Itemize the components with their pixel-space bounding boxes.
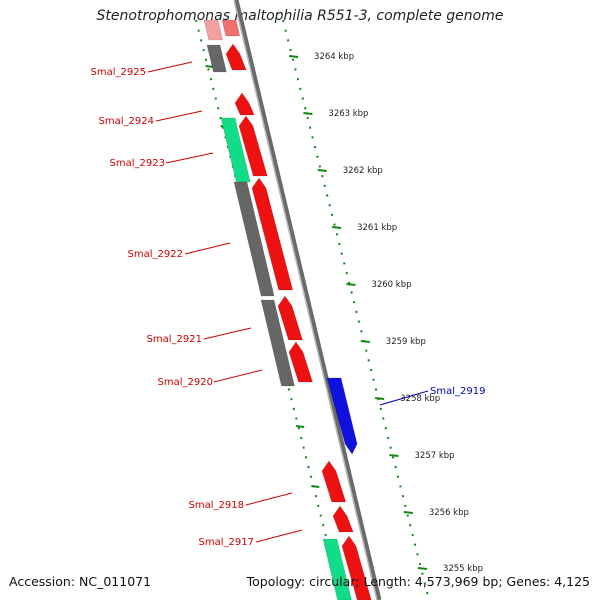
ruler-tick <box>346 283 356 286</box>
accession-label: Accession: NC_011071 <box>9 574 152 589</box>
inner-tick <box>311 485 320 488</box>
genome-summary: Topology: circular; Length: 4,573,969 bp… <box>246 574 590 589</box>
gene-feature-2923[interactable] <box>238 115 268 177</box>
ruler-tick-label: 3257 kbp <box>415 451 455 461</box>
gene-label-leader <box>255 529 303 543</box>
gene-feature-rna-bottom[interactable] <box>322 538 352 600</box>
gene-feature-2917[interactable] <box>332 505 354 533</box>
ruler-tick-label: 3255 kbp <box>443 564 483 574</box>
genome-backbone <box>233 0 382 600</box>
gene-label-leader <box>184 242 231 255</box>
gene-features <box>203 19 372 600</box>
ruler-tick <box>417 567 428 570</box>
genome-title: Stenotrophomonas maltophilia R551-3, com… <box>96 8 504 24</box>
ruler-tick <box>389 454 399 457</box>
gene-feature-bottom[interactable] <box>341 535 372 600</box>
gene-label-leader <box>379 390 429 406</box>
gene-label-leader <box>155 110 203 122</box>
gene-label-leader <box>147 61 193 73</box>
gene-labels: Smal_2925 Smal_2924 Smal_2923 Smal_2922 Smal… <box>91 61 485 548</box>
ruler-tick <box>403 511 413 514</box>
ruler-tick-label: 3256 kbp <box>429 508 469 518</box>
ruler-tick <box>317 169 327 172</box>
gene-label-leader <box>213 369 263 383</box>
gene-label-leader <box>245 492 293 506</box>
gene-feature-2923-rna[interactable] <box>220 117 251 183</box>
gene-feature-2921[interactable] <box>277 295 304 341</box>
ruler-tick-label: 3259 kbp <box>386 337 426 347</box>
inner-tick <box>296 425 305 428</box>
gene-feature-2922-other[interactable] <box>233 181 275 297</box>
ruler-tick-label: 3263 kbp <box>328 109 368 119</box>
gene-label[interactable]: Smal_2923 <box>110 158 165 169</box>
gene-label[interactable]: Smal_2925 <box>91 67 146 78</box>
gene-feature-2925-other[interactable] <box>206 44 227 73</box>
ruler-tick <box>331 226 342 229</box>
ruler-tick <box>360 340 370 343</box>
ruler-tick <box>303 112 313 115</box>
gene-feature-2919[interactable] <box>326 377 358 455</box>
gene-feature-2920[interactable] <box>288 341 314 383</box>
gene-feature-2925[interactable] <box>225 43 247 71</box>
ruler-tick <box>375 397 385 400</box>
genome-backbone-highlight <box>233 0 378 600</box>
gene-label[interactable]: Smal_2921 <box>147 334 202 345</box>
gene-label[interactable]: Smal_2917 <box>199 537 254 548</box>
gene-feature-2921-other[interactable] <box>260 299 296 387</box>
ruler-tick <box>288 55 299 58</box>
gene-label-leader <box>203 327 252 340</box>
gene-label[interactable]: Smal_2920 <box>158 377 213 388</box>
ruler-tick-label: 3260 kbp <box>371 280 411 290</box>
ruler-tick-label: 3262 kbp <box>343 166 383 176</box>
gene-feature-faded[interactable] <box>203 19 224 41</box>
ruler-tick-label: 3258 kbp <box>400 394 440 404</box>
gene-feature-2918[interactable] <box>321 460 347 503</box>
gene-label[interactable]: Smal_2919 <box>430 386 485 397</box>
gene-feature-2924[interactable] <box>234 92 255 116</box>
gene-label[interactable]: Smal_2918 <box>189 500 244 511</box>
ruler-tick-label: 3261 kbp <box>357 223 397 233</box>
gene-label[interactable]: Smal_2922 <box>128 249 183 260</box>
ruler-tick-label: 3264 kbp <box>314 52 354 62</box>
ruler-ticks: 3264 kbp 3263 kbp 3262 kbp 3261 kbp 3260 kbp… <box>205 52 483 574</box>
gene-label-leader <box>165 152 214 164</box>
gene-feature-2922[interactable] <box>251 177 294 291</box>
gene-label[interactable]: Smal_2924 <box>99 116 154 127</box>
gene-feature-faded[interactable] <box>221 19 241 37</box>
